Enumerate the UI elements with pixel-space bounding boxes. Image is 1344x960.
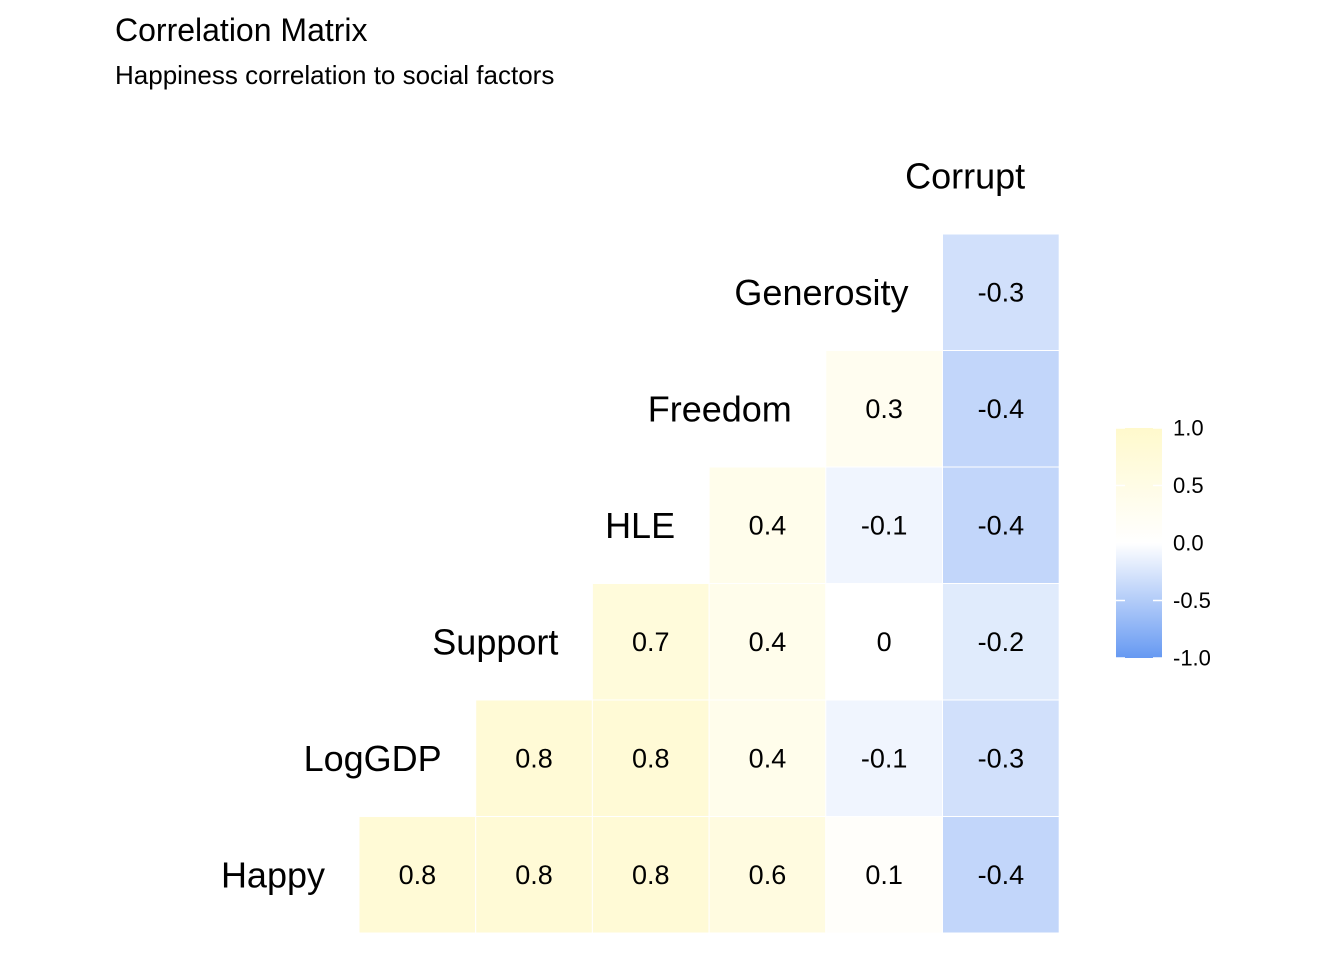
cell-value-label: 0.8 bbox=[632, 860, 670, 890]
variable-label-loggdp: LogGDP bbox=[304, 738, 442, 779]
cell-value-label: 0.8 bbox=[632, 743, 670, 773]
heatmap-cell-happy-generosity bbox=[825, 816, 943, 934]
variable-labels: Happy LogGDP Support HLE Freedom Generosity Co… bbox=[221, 155, 1025, 895]
cell-value-label: 0.8 bbox=[515, 860, 553, 890]
heatmap-cell-support-generosity bbox=[825, 583, 943, 701]
heatmap-cell-happy-loggdp bbox=[358, 816, 477, 934]
variable-label-support: Support bbox=[432, 621, 558, 662]
heatmap-cell-happy-hle bbox=[591, 816, 710, 934]
heatmap-cells bbox=[358, 233, 1060, 934]
heatmap-cell-loggdp-support bbox=[475, 699, 593, 817]
heatmap-cell-hle-generosity bbox=[825, 466, 943, 584]
heatmap-cell-loggdp-hle bbox=[591, 699, 710, 817]
legend-tick-label: -1.0 bbox=[1173, 646, 1211, 671]
heatmap-cell-support-corrupt bbox=[942, 583, 1060, 701]
heatmap-cell-generosity-corrupt bbox=[942, 233, 1060, 351]
color-legend: 1.0 0.5 0.0 -0.5 -1.0 bbox=[1116, 416, 1211, 671]
cell-value-label: -0.4 bbox=[978, 860, 1025, 890]
heatmap-cell-support-freedom bbox=[708, 583, 827, 701]
variable-label-hle: HLE bbox=[605, 505, 675, 546]
cell-value-label: -0.1 bbox=[861, 743, 908, 773]
variable-label-freedom: Freedom bbox=[648, 388, 792, 429]
cell-value-label: 0.4 bbox=[749, 743, 787, 773]
variable-label-corrupt: Corrupt bbox=[905, 155, 1025, 196]
heatmap-cell-happy-corrupt bbox=[942, 816, 1060, 934]
heatmap-cell-support-hle bbox=[591, 583, 710, 701]
cell-value-label: -0.2 bbox=[978, 627, 1025, 657]
variable-label-generosity: Generosity bbox=[734, 272, 908, 313]
legend-tick-label: -0.5 bbox=[1173, 588, 1211, 613]
variable-label-happy: Happy bbox=[221, 854, 325, 895]
legend-tick-label: 0.0 bbox=[1173, 531, 1204, 556]
cell-value-label: 0.8 bbox=[399, 860, 437, 890]
legend-tick-label: 1.0 bbox=[1173, 416, 1204, 441]
cell-value-label: 0.1 bbox=[865, 860, 903, 890]
heatmap-cell-loggdp-generosity bbox=[825, 699, 943, 817]
chart-title: Correlation Matrix bbox=[115, 12, 368, 48]
heatmap-value-labels: 0.8 0.8 0.8 0.6 0.1 -0.4 0.8 0.8 0.4 -0.1 -0.3 0.7 0… bbox=[399, 277, 1025, 890]
cell-value-label: 0 bbox=[877, 627, 892, 657]
cell-value-label: -0.3 bbox=[978, 743, 1025, 773]
cell-value-label: 0.7 bbox=[632, 627, 670, 657]
heatmap-cell-loggdp-freedom bbox=[708, 699, 827, 817]
cell-value-label: 0.8 bbox=[515, 743, 553, 773]
heatmap-cell-loggdp-corrupt bbox=[942, 699, 1060, 817]
chart-subtitle: Happiness correlation to social factors bbox=[115, 60, 555, 90]
cell-value-label: 0.3 bbox=[865, 394, 903, 424]
cell-value-label: -0.4 bbox=[978, 510, 1025, 540]
cell-value-label: -0.3 bbox=[978, 277, 1025, 307]
heatmap-cell-freedom-corrupt bbox=[942, 350, 1060, 468]
cell-value-label: -0.4 bbox=[978, 394, 1025, 424]
cell-value-label: 0.6 bbox=[749, 860, 787, 890]
cell-value-label: 0.4 bbox=[749, 510, 787, 540]
cell-value-label: 0.4 bbox=[749, 627, 787, 657]
cell-value-label: -0.1 bbox=[861, 510, 908, 540]
legend-tick-label: 0.5 bbox=[1173, 473, 1204, 498]
